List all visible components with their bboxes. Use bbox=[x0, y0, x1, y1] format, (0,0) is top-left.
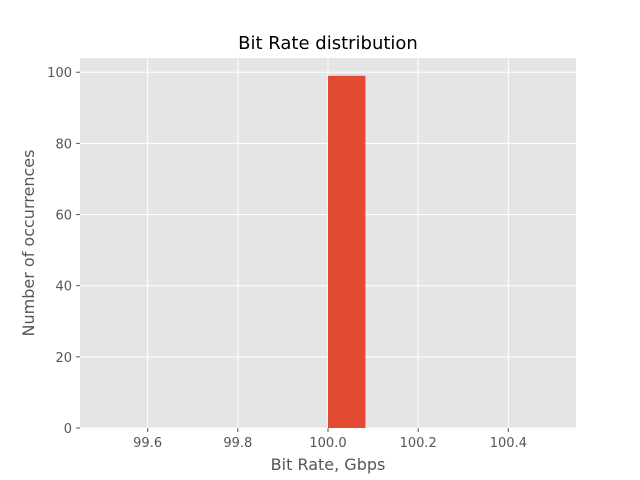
y-axis-label: Number of occurrences bbox=[19, 150, 38, 337]
y-tick-label: 60 bbox=[55, 209, 72, 224]
y-tick-label: 80 bbox=[55, 137, 72, 152]
x-axis-label: Bit Rate, Gbps bbox=[271, 455, 386, 474]
x-tick-label: 100.0 bbox=[309, 436, 346, 451]
y-tick-label: 100 bbox=[47, 66, 72, 81]
histogram-bar bbox=[328, 75, 366, 429]
y-tick-label: 20 bbox=[55, 351, 72, 366]
y-tick-label: 0 bbox=[64, 422, 72, 437]
x-tick-label: 99.6 bbox=[133, 436, 162, 451]
x-axis-ticks: 99.6 99.8 100.0 100.2 100.4 bbox=[133, 428, 527, 451]
y-axis-ticks: 0 20 40 60 80 100 bbox=[47, 66, 80, 437]
x-tick-label: 99.8 bbox=[223, 436, 252, 451]
chart-title: Bit Rate distribution bbox=[238, 33, 418, 54]
x-tick-label: 100.2 bbox=[400, 436, 437, 451]
bars-group bbox=[328, 75, 366, 429]
x-tick-label: 100.4 bbox=[490, 436, 527, 451]
y-tick-label: 40 bbox=[55, 280, 72, 295]
